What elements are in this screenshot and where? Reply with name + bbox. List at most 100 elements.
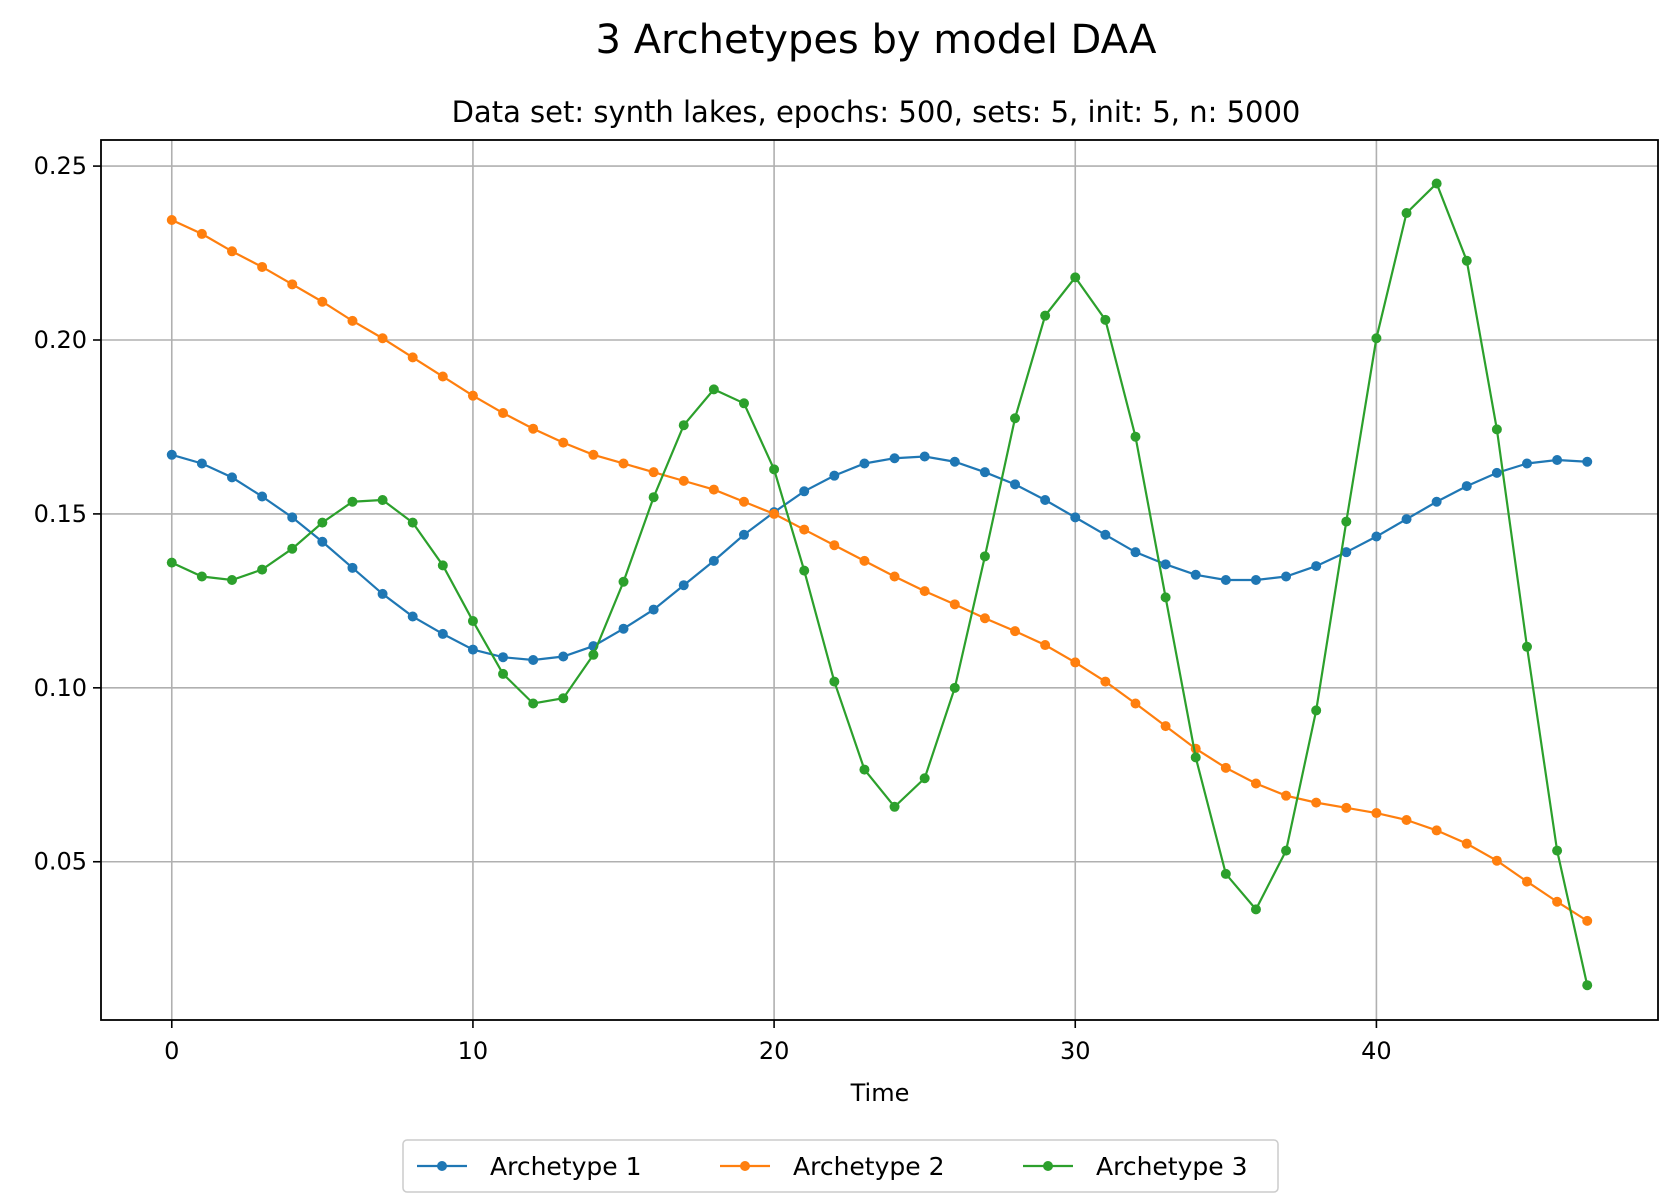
data-point [859, 458, 870, 469]
y-tick-label: 0.10 [34, 674, 87, 702]
data-point [618, 576, 629, 587]
data-point [738, 529, 749, 540]
data-point [949, 682, 960, 693]
data-point [196, 571, 207, 582]
data-point [1220, 762, 1231, 773]
data-point [1190, 752, 1201, 763]
series-group [166, 178, 1593, 991]
data-point [1130, 698, 1141, 709]
data-point [1371, 531, 1382, 542]
data-point [889, 571, 900, 582]
data-point [1160, 721, 1171, 732]
data-point [1220, 575, 1231, 585]
data-point [829, 676, 840, 687]
data-point [859, 764, 870, 775]
x-tick-label: 30 [1060, 1037, 1091, 1065]
legend-label: Archetype 1 [490, 1152, 642, 1181]
data-point [1070, 512, 1081, 523]
data-point [166, 557, 177, 568]
data-point [377, 495, 388, 505]
legend-swatch-marker [1043, 1161, 1053, 1171]
data-point [1160, 592, 1171, 603]
data-point [1521, 458, 1532, 469]
data-point [1220, 868, 1231, 879]
data-point [528, 698, 539, 709]
data-point [1281, 790, 1292, 801]
data-point [829, 540, 840, 551]
data-point [1070, 272, 1081, 283]
data-point [528, 655, 539, 665]
legend-frame [402, 1139, 1279, 1193]
data-point [889, 453, 900, 464]
data-point [347, 496, 358, 507]
legend: Archetype 1 Archetype 2 Archetype 3 [402, 1139, 1279, 1193]
data-point [799, 486, 810, 497]
data-point [1130, 431, 1141, 442]
data-point [287, 512, 298, 523]
data-point [257, 564, 268, 575]
data-point [1040, 310, 1051, 321]
data-point [1371, 333, 1382, 344]
series-line [171, 453, 1588, 662]
legend-swatch-marker [437, 1161, 447, 1171]
data-point [678, 420, 689, 431]
data-point [1040, 640, 1051, 651]
data-point [1582, 456, 1593, 467]
data-point [949, 456, 960, 467]
data-point [919, 451, 930, 462]
data-point [287, 543, 298, 554]
data-point [769, 464, 780, 475]
data-point [1341, 516, 1352, 527]
x-axis: 0 10 20 30 40 [164, 1020, 1392, 1065]
data-point [377, 588, 388, 599]
data-point [1341, 802, 1352, 813]
data-point [1401, 514, 1412, 525]
y-tick-label: 0.25 [34, 152, 87, 180]
data-point [498, 652, 509, 663]
legend-item-archetype-1: Archetype 1 [417, 1152, 642, 1181]
data-point [1160, 559, 1171, 570]
data-point [1250, 904, 1261, 915]
data-point [1582, 915, 1593, 926]
data-point [708, 484, 719, 495]
data-point [618, 458, 629, 469]
data-point [1100, 676, 1111, 687]
data-point [1371, 808, 1382, 819]
series-line [171, 219, 1588, 922]
data-point [467, 616, 478, 627]
data-point [437, 371, 448, 382]
series-archetype-3 [166, 178, 1593, 991]
data-point [467, 390, 478, 401]
data-point [257, 491, 268, 502]
data-point [166, 215, 177, 225]
series-archetype-1 [166, 449, 1593, 665]
data-point [1341, 547, 1352, 558]
data-point [1311, 561, 1322, 572]
data-point [949, 599, 960, 610]
plot-frame [100, 139, 1659, 1021]
legend-swatch-marker [740, 1161, 750, 1171]
data-point [1461, 838, 1472, 849]
data-point [1552, 455, 1563, 465]
data-point [1281, 845, 1292, 856]
data-point [317, 517, 328, 528]
data-point [227, 575, 238, 585]
data-point [1461, 481, 1472, 492]
data-point [1010, 413, 1021, 424]
data-point [377, 333, 388, 344]
legend-item-archetype-2: Archetype 2 [720, 1152, 945, 1181]
data-point [1190, 569, 1201, 580]
data-point [498, 408, 509, 419]
chart-title: 3 Archetypes by model DAA [596, 17, 1158, 63]
chart-subtitle: Data set: synth lakes, epochs: 500, sets… [452, 95, 1301, 129]
data-point [648, 492, 659, 503]
grid-lines [101, 140, 1658, 1020]
data-point [1070, 657, 1081, 668]
data-point [317, 296, 328, 307]
data-point [648, 467, 659, 478]
data-point [678, 580, 689, 591]
data-point [558, 651, 569, 662]
data-point [407, 517, 418, 528]
data-point [799, 565, 810, 576]
x-tick-label: 0 [164, 1037, 179, 1065]
